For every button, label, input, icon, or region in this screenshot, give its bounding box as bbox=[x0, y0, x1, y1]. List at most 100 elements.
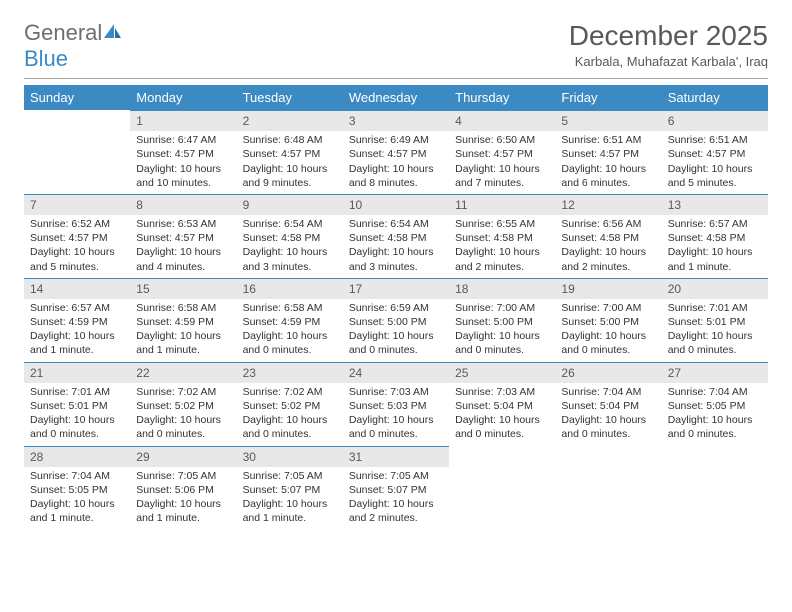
sunrise-line: Sunrise: 7:01 AM bbox=[668, 301, 762, 315]
sunset-line: Sunset: 5:01 PM bbox=[30, 399, 124, 413]
sunrise-line: Sunrise: 7:01 AM bbox=[30, 385, 124, 399]
daylight-line: Daylight: 10 hours and 10 minutes. bbox=[136, 162, 230, 190]
sunrise-line: Sunrise: 6:57 AM bbox=[668, 217, 762, 231]
sunset-line: Sunset: 5:05 PM bbox=[668, 399, 762, 413]
daylight-line: Daylight: 10 hours and 0 minutes. bbox=[668, 413, 762, 441]
day-number: 4 bbox=[449, 110, 555, 131]
day-number: 27 bbox=[662, 362, 768, 383]
calendar-week-row: 7Sunrise: 6:52 AMSunset: 4:57 PMDaylight… bbox=[24, 194, 768, 278]
daylight-line: Daylight: 10 hours and 9 minutes. bbox=[243, 162, 337, 190]
day-number: 14 bbox=[24, 278, 130, 299]
sunset-line: Sunset: 5:00 PM bbox=[349, 315, 443, 329]
daylight-line: Daylight: 10 hours and 0 minutes. bbox=[243, 329, 337, 357]
daylight-line: Daylight: 10 hours and 0 minutes. bbox=[455, 329, 549, 357]
calendar-cell: 9Sunrise: 6:54 AMSunset: 4:58 PMDaylight… bbox=[237, 194, 343, 278]
sunset-line: Sunset: 4:58 PM bbox=[349, 231, 443, 245]
sunset-line: Sunset: 4:58 PM bbox=[561, 231, 655, 245]
sunrise-line: Sunrise: 6:58 AM bbox=[243, 301, 337, 315]
title-block: December 2025 Karbala, Muhafazat Karbala… bbox=[569, 20, 768, 69]
calendar-cell: 11Sunrise: 6:55 AMSunset: 4:58 PMDayligh… bbox=[449, 194, 555, 278]
daylight-line: Daylight: 10 hours and 7 minutes. bbox=[455, 162, 549, 190]
sunrise-line: Sunrise: 7:03 AM bbox=[349, 385, 443, 399]
calendar-cell: 30Sunrise: 7:05 AMSunset: 5:07 PMDayligh… bbox=[237, 446, 343, 530]
day-detail: Sunrise: 7:00 AMSunset: 5:00 PMDaylight:… bbox=[449, 299, 555, 362]
day-number: 3 bbox=[343, 110, 449, 131]
sunset-line: Sunset: 5:03 PM bbox=[349, 399, 443, 413]
sunrise-line: Sunrise: 6:56 AM bbox=[561, 217, 655, 231]
sunset-line: Sunset: 5:05 PM bbox=[30, 483, 124, 497]
sunrise-line: Sunrise: 6:57 AM bbox=[30, 301, 124, 315]
day-number: 19 bbox=[555, 278, 661, 299]
day-detail: Sunrise: 6:51 AMSunset: 4:57 PMDaylight:… bbox=[555, 131, 661, 194]
calendar-cell: 31Sunrise: 7:05 AMSunset: 5:07 PMDayligh… bbox=[343, 446, 449, 530]
logo-text: General Blue bbox=[24, 20, 122, 72]
weekday-header: Tuesday bbox=[237, 85, 343, 110]
sunset-line: Sunset: 4:58 PM bbox=[668, 231, 762, 245]
calendar-cell: 27Sunrise: 7:04 AMSunset: 5:05 PMDayligh… bbox=[662, 362, 768, 446]
daylight-line: Daylight: 10 hours and 0 minutes. bbox=[349, 413, 443, 441]
daylight-line: Daylight: 10 hours and 3 minutes. bbox=[349, 245, 443, 273]
day-number: 15 bbox=[130, 278, 236, 299]
calendar-cell bbox=[449, 446, 555, 530]
day-detail: Sunrise: 7:01 AMSunset: 5:01 PMDaylight:… bbox=[662, 299, 768, 362]
day-number: 7 bbox=[24, 194, 130, 215]
daylight-line: Daylight: 10 hours and 1 minute. bbox=[30, 329, 124, 357]
calendar-week-row: 21Sunrise: 7:01 AMSunset: 5:01 PMDayligh… bbox=[24, 362, 768, 446]
sunrise-line: Sunrise: 6:54 AM bbox=[243, 217, 337, 231]
day-number: 26 bbox=[555, 362, 661, 383]
day-number: 17 bbox=[343, 278, 449, 299]
calendar-cell: 26Sunrise: 7:04 AMSunset: 5:04 PMDayligh… bbox=[555, 362, 661, 446]
day-number: 9 bbox=[237, 194, 343, 215]
day-number: 8 bbox=[130, 194, 236, 215]
daylight-line: Daylight: 10 hours and 0 minutes. bbox=[30, 413, 124, 441]
day-detail: Sunrise: 7:05 AMSunset: 5:06 PMDaylight:… bbox=[130, 467, 236, 530]
calendar-cell: 1Sunrise: 6:47 AMSunset: 4:57 PMDaylight… bbox=[130, 110, 236, 194]
day-detail: Sunrise: 7:02 AMSunset: 5:02 PMDaylight:… bbox=[237, 383, 343, 446]
day-detail: Sunrise: 6:55 AMSunset: 4:58 PMDaylight:… bbox=[449, 215, 555, 278]
day-number: 16 bbox=[237, 278, 343, 299]
day-detail: Sunrise: 7:01 AMSunset: 5:01 PMDaylight:… bbox=[24, 383, 130, 446]
day-detail: Sunrise: 7:04 AMSunset: 5:04 PMDaylight:… bbox=[555, 383, 661, 446]
sunset-line: Sunset: 4:57 PM bbox=[561, 147, 655, 161]
daylight-line: Daylight: 10 hours and 2 minutes. bbox=[349, 497, 443, 525]
sunset-line: Sunset: 4:57 PM bbox=[243, 147, 337, 161]
daylight-line: Daylight: 10 hours and 1 minute. bbox=[30, 497, 124, 525]
sunrise-line: Sunrise: 7:03 AM bbox=[455, 385, 549, 399]
calendar-cell: 14Sunrise: 6:57 AMSunset: 4:59 PMDayligh… bbox=[24, 278, 130, 362]
logo-word-b: Blue bbox=[24, 46, 68, 71]
daylight-line: Daylight: 10 hours and 1 minute. bbox=[136, 497, 230, 525]
daylight-line: Daylight: 10 hours and 1 minute. bbox=[668, 245, 762, 273]
sunrise-line: Sunrise: 6:55 AM bbox=[455, 217, 549, 231]
day-number: 6 bbox=[662, 110, 768, 131]
day-number: 23 bbox=[237, 362, 343, 383]
sunrise-line: Sunrise: 6:59 AM bbox=[349, 301, 443, 315]
calendar-week-row: 14Sunrise: 6:57 AMSunset: 4:59 PMDayligh… bbox=[24, 278, 768, 362]
day-detail: Sunrise: 6:54 AMSunset: 4:58 PMDaylight:… bbox=[237, 215, 343, 278]
day-number: 31 bbox=[343, 446, 449, 467]
logo-word-a: General bbox=[24, 20, 102, 45]
day-detail: Sunrise: 6:52 AMSunset: 4:57 PMDaylight:… bbox=[24, 215, 130, 278]
sunrise-line: Sunrise: 6:47 AM bbox=[136, 133, 230, 147]
daylight-line: Daylight: 10 hours and 0 minutes. bbox=[243, 413, 337, 441]
day-detail: Sunrise: 6:49 AMSunset: 4:57 PMDaylight:… bbox=[343, 131, 449, 194]
location-label: Karbala, Muhafazat Karbala', Iraq bbox=[569, 54, 768, 69]
weekday-header: Thursday bbox=[449, 85, 555, 110]
sunrise-line: Sunrise: 7:05 AM bbox=[136, 469, 230, 483]
calendar-cell bbox=[555, 446, 661, 530]
day-detail: Sunrise: 6:53 AMSunset: 4:57 PMDaylight:… bbox=[130, 215, 236, 278]
calendar-cell: 7Sunrise: 6:52 AMSunset: 4:57 PMDaylight… bbox=[24, 194, 130, 278]
day-number: 22 bbox=[130, 362, 236, 383]
logo: General Blue bbox=[24, 20, 122, 72]
sunrise-line: Sunrise: 7:00 AM bbox=[561, 301, 655, 315]
calendar-table: SundayMondayTuesdayWednesdayThursdayFrid… bbox=[24, 85, 768, 529]
sunrise-line: Sunrise: 7:04 AM bbox=[561, 385, 655, 399]
calendar-cell: 15Sunrise: 6:58 AMSunset: 4:59 PMDayligh… bbox=[130, 278, 236, 362]
day-detail: Sunrise: 6:56 AMSunset: 4:58 PMDaylight:… bbox=[555, 215, 661, 278]
day-detail: Sunrise: 6:58 AMSunset: 4:59 PMDaylight:… bbox=[130, 299, 236, 362]
daylight-line: Daylight: 10 hours and 0 minutes. bbox=[455, 413, 549, 441]
sunrise-line: Sunrise: 6:50 AM bbox=[455, 133, 549, 147]
day-detail: Sunrise: 7:03 AMSunset: 5:03 PMDaylight:… bbox=[343, 383, 449, 446]
sunrise-line: Sunrise: 6:48 AM bbox=[243, 133, 337, 147]
calendar-cell: 10Sunrise: 6:54 AMSunset: 4:58 PMDayligh… bbox=[343, 194, 449, 278]
daylight-line: Daylight: 10 hours and 0 minutes. bbox=[561, 413, 655, 441]
